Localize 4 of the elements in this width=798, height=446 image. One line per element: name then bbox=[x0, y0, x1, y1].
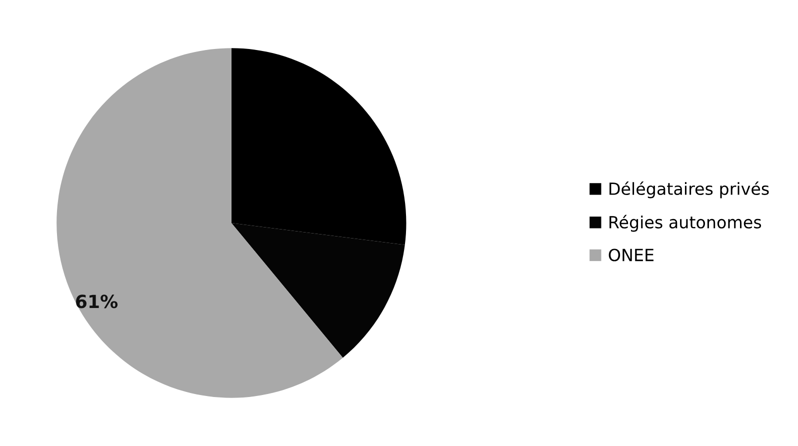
legend-label: Régies autonomes bbox=[610, 214, 762, 232]
legend-label: ONEE bbox=[608, 248, 654, 262]
data-label: 61% bbox=[76, 294, 118, 308]
legend-label: Délégataires privés bbox=[610, 181, 769, 198]
